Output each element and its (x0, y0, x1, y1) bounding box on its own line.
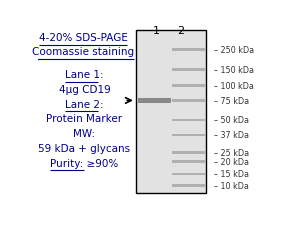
Text: Lane 2:: Lane 2: (65, 99, 104, 109)
Text: – 20 kDa: – 20 kDa (214, 157, 249, 166)
Bar (173, 173, 205, 176)
Text: – 37 kDa: – 37 kDa (214, 131, 249, 140)
Bar (173, 152, 205, 155)
Text: 4-20% SDS-PAGE: 4-20% SDS-PAGE (39, 33, 127, 43)
Text: 1: 1 (152, 26, 159, 36)
Bar (138, 98, 171, 104)
Text: 4μg CD19: 4μg CD19 (59, 85, 110, 95)
Text: – 10 kDa: – 10 kDa (214, 181, 248, 190)
Text: – 150 kDa: – 150 kDa (214, 66, 253, 75)
Bar (173, 69, 205, 72)
Bar (136, 31, 206, 193)
Text: – 50 kDa: – 50 kDa (214, 116, 249, 125)
Text: Protein Marker: Protein Marker (46, 113, 123, 124)
Text: MW:: MW: (74, 128, 95, 139)
Bar (173, 160, 205, 163)
Text: – 250 kDa: – 250 kDa (214, 45, 254, 54)
Text: – 25 kDa: – 25 kDa (214, 149, 249, 158)
Text: 59 kDa + glycans: 59 kDa + glycans (38, 143, 131, 153)
Bar (173, 184, 205, 187)
Bar (173, 49, 205, 51)
Bar (173, 119, 205, 122)
Bar (173, 100, 205, 102)
Text: – 100 kDa: – 100 kDa (214, 82, 253, 91)
Text: Lane 1:: Lane 1: (65, 70, 104, 80)
Text: Coomassie staining: Coomassie staining (32, 47, 134, 57)
Bar (173, 134, 205, 137)
Text: Purity: ≥90%: Purity: ≥90% (50, 158, 119, 168)
Bar (173, 85, 205, 88)
Text: 2: 2 (177, 26, 184, 36)
Text: – 75 kDa: – 75 kDa (214, 97, 249, 106)
Text: – 15 kDa: – 15 kDa (214, 170, 249, 179)
